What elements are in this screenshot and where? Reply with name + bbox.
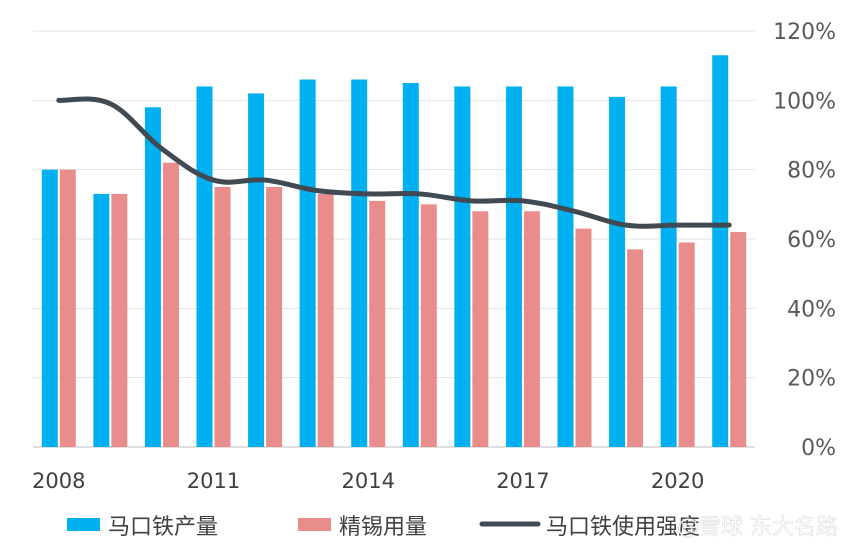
bar-refined-tin-consumption	[59, 169, 76, 447]
bar-tinplate-output	[93, 193, 110, 447]
bar-tinplate-output	[41, 169, 58, 447]
bar-refined-tin-consumption	[627, 249, 644, 447]
bar-refined-tin-consumption	[111, 193, 128, 447]
legend-label-tinplate-output: 马口铁产量	[108, 515, 218, 540]
bar-tinplate-output	[557, 86, 574, 447]
y-tick-label: 20%	[787, 367, 836, 392]
watermark: @雪球 东大名路	[677, 515, 838, 540]
y-tick-label: 120%	[773, 20, 836, 45]
bar-refined-tin-consumption	[678, 242, 695, 447]
bar-refined-tin-consumption	[214, 187, 231, 447]
bar-tinplate-output	[248, 93, 265, 448]
bar-tinplate-output	[609, 96, 626, 447]
bars	[41, 55, 747, 448]
y-tick-label: 60%	[787, 228, 836, 253]
legend-swatch-tinplate-output	[67, 518, 100, 531]
y-axis-ticks: 0% 20% 40% 60% 80% 100% 120%	[773, 20, 836, 461]
bar-tinplate-output	[505, 86, 522, 447]
bar-refined-tin-consumption	[317, 193, 334, 447]
bar-tinplate-output	[660, 86, 677, 447]
bar-refined-tin-consumption	[523, 211, 540, 447]
bar-tinplate-output	[712, 55, 729, 448]
x-axis-ticks: 2008 2011 2014 2017 2020	[32, 469, 704, 493]
bar-refined-tin-consumption	[162, 162, 179, 447]
bar-tinplate-output	[454, 86, 471, 447]
bar-tinplate-output	[351, 79, 368, 448]
bar-refined-tin-consumption	[420, 204, 437, 447]
y-tick-label: 100%	[773, 89, 836, 114]
bar-tinplate-output	[402, 83, 419, 447]
legend-label-intensity: 马口铁使用强度	[546, 515, 700, 540]
bar-tinplate-output	[144, 107, 161, 448]
x-tick-label: 2020	[651, 469, 704, 493]
legend: 马口铁产量 精锡用量 马口铁使用强度	[67, 515, 700, 540]
bar-refined-tin-consumption	[575, 228, 592, 447]
x-tick-label: 2014	[341, 469, 394, 493]
gridlines	[33, 30, 755, 448]
x-tick-label: 2008	[32, 469, 85, 493]
bar-refined-tin-consumption	[730, 232, 747, 447]
bar-refined-tin-consumption	[472, 211, 489, 447]
x-tick-label: 2011	[187, 469, 240, 493]
x-tick-label: 2017	[496, 469, 549, 493]
bar-refined-tin-consumption	[369, 200, 386, 447]
bar-refined-tin-consumption	[266, 187, 283, 447]
y-tick-label: 40%	[787, 297, 836, 322]
bar-tinplate-output	[196, 86, 213, 447]
intensity-line-path	[56, 96, 732, 229]
y-tick-label: 80%	[787, 159, 836, 184]
legend-label-refined-tin-consumption: 精锡用量	[339, 515, 427, 540]
bar-tinplate-output	[299, 79, 316, 448]
intensity-line	[56, 96, 732, 229]
legend-swatch-refined-tin-consumption	[298, 518, 331, 531]
y-tick-label: 0%	[801, 436, 836, 461]
